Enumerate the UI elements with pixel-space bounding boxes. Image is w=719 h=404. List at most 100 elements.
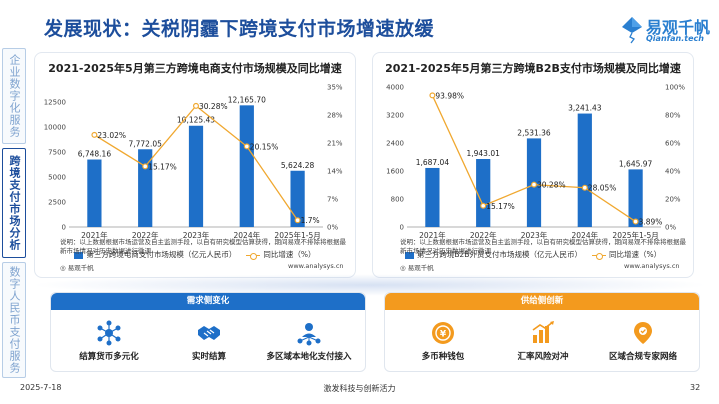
- chart-risk-icon: [532, 321, 554, 343]
- y-tick-label: 5000: [48, 174, 66, 182]
- chart-note: 说明：以上数据根据市场运营及自主监测手段，以自有研究模型估算获得，期间易观不排除…: [400, 238, 686, 255]
- chart-title: 2021-2025年5月第三方跨境电商支付市场规模及同比增速: [48, 62, 342, 75]
- brand-logo: 易观千帆 Qianfan.tech: [620, 13, 710, 47]
- y2-tick-label: 14%: [327, 168, 343, 176]
- svg-text:¥: ¥: [440, 330, 447, 340]
- growth-point: [243, 143, 250, 150]
- legend-line-swatch: [246, 252, 261, 260]
- growth-point: [480, 202, 487, 209]
- divider-glow: [30, 274, 710, 296]
- x-tick-label: 2025年1-5月: [612, 230, 658, 240]
- y2-tick-label: 21%: [327, 140, 343, 148]
- bar-value-label: 5,624.28: [281, 161, 315, 170]
- growth-value-label: 20.15%: [250, 142, 279, 151]
- bar-value-label: 10,125.43: [177, 116, 215, 125]
- brand-name: 易观千帆: [646, 18, 711, 37]
- y-tick-label: 0: [400, 224, 404, 232]
- demand-item: 实时结算: [159, 320, 259, 362]
- growth-value-label: 1.7%: [301, 216, 320, 225]
- demand-item-label: 实时结算: [191, 352, 226, 362]
- x-tick-label: 2021年: [419, 230, 446, 240]
- y2-tick-label: 60%: [665, 140, 681, 148]
- x-tick-label: 2025年1-5月: [274, 230, 320, 240]
- bar: [138, 149, 153, 227]
- sidebar-item-enterprise-digital[interactable]: 企业数字化服务: [2, 48, 26, 144]
- growth-value-label: 28.05%: [588, 184, 617, 193]
- growth-value-label: 23.02%: [97, 131, 126, 140]
- supply-item: ¥ 多币种钱包: [393, 320, 493, 362]
- source-logo: ◎ 易观千帆: [400, 264, 434, 272]
- legend-bar-label: 第三方跨境电商支付市场规模（亿元人民币）: [86, 250, 237, 259]
- bar-value-label: 1,943.01: [466, 149, 500, 158]
- y2-tick-label: 0%: [327, 224, 338, 232]
- bar: [188, 125, 204, 227]
- page-number: 32: [690, 383, 701, 392]
- kite-logo-icon: [622, 17, 642, 44]
- supply-item-label: 区域合规专家网络: [608, 352, 677, 362]
- brand-subtitle: Qianfan.tech: [646, 34, 704, 43]
- demand-item: 多区域本地化支付接入: [259, 320, 359, 362]
- handshake-icon: [198, 326, 220, 340]
- x-tick-label: 2023年: [183, 230, 210, 240]
- y-tick-label: 3200: [386, 112, 404, 120]
- demand-card-title: 需求侧变化: [51, 293, 365, 310]
- sidebar-item-label: 数字人民币支付服务: [8, 266, 21, 374]
- demand-item-label: 结算货币多元化: [79, 352, 139, 362]
- b2b-chart: 0 800 1600 2400 3200 4000 0% 20% 40% 60% 80% 100% 1,…: [386, 84, 685, 241]
- sidebar-item-cross-border-payment[interactable]: 跨境支付市场分析: [2, 148, 26, 258]
- growth-value-label: 15.17%: [148, 162, 177, 171]
- y2-tick-label: 40%: [665, 168, 681, 176]
- growth-value-label: 30.28%: [537, 181, 566, 190]
- supply-item: 汇率风险对冲: [493, 320, 593, 362]
- y2-tick-label: 100%: [665, 84, 685, 92]
- x-tick-label: 2023年: [521, 230, 548, 240]
- footer-slogan: 激发科技与创新活力: [323, 384, 396, 393]
- bar: [290, 170, 305, 227]
- source-url[interactable]: www.analysys.cn: [624, 262, 680, 270]
- x-tick-label: 2024年: [234, 230, 261, 240]
- demand-item-label: 多区域本地化支付接入: [266, 352, 352, 362]
- people-network-icon: [297, 323, 321, 346]
- bar-value-label: 7,772.05: [128, 139, 162, 148]
- y-tick-label: 12500: [44, 99, 66, 107]
- supply-item: 区域合规专家网络: [593, 320, 693, 362]
- source-logo: ◎ 易观千帆: [60, 264, 94, 272]
- demand-card: 需求侧变化 结算货币多元化 实时结算 多区域本地化支付接入: [50, 292, 366, 372]
- bar-value-label: 12,165.70: [228, 95, 266, 104]
- legend-bar-swatch: [74, 251, 84, 259]
- bar-value-label: 6,748.16: [78, 150, 112, 159]
- chart-panel-ecommerce: 2021-2025年5月第三方跨境电商支付市场规模及同比增速 0 2500 5000…: [34, 52, 356, 278]
- growth-point: [142, 163, 149, 170]
- footer-date: 2025-7-18: [20, 383, 62, 392]
- sidebar: 企业数字化服务 跨境支付市场分析 数字人民币支付服务: [0, 48, 28, 378]
- bar: [87, 159, 102, 227]
- y2-tick-label: 35%: [327, 84, 343, 92]
- growth-point: [531, 181, 538, 188]
- sidebar-item-digital-rmb[interactable]: 数字人民币支付服务: [2, 262, 26, 378]
- sidebar-item-label: 企业数字化服务: [8, 54, 21, 138]
- legend-line-label: 同比增速（%）: [263, 250, 316, 259]
- supply-card: 供给侧创新 ¥ 多币种钱包 汇率风险对冲 区域合规专家网络: [384, 292, 700, 372]
- chart-panel-b2b: 2021-2025年5月第三方跨境B2B支付市场规模及同比增速 0 800 1600…: [372, 52, 694, 278]
- coin-wallet-icon: ¥: [432, 322, 454, 344]
- growth-point: [581, 184, 588, 191]
- y-tick-label: 0: [62, 224, 66, 232]
- y-tick-label: 2500: [48, 199, 66, 207]
- chart-note: 说明：以上数据根据市场运营及自主监测手段，以自有研究模型估算获得，期间易观不排除…: [60, 238, 346, 255]
- y2-tick-label: 20%: [665, 196, 681, 204]
- legend-bar-label: 第三方跨境B2B外贸支付市场规模（亿元人民币）: [416, 250, 582, 259]
- y-tick-label: 2400: [386, 140, 404, 148]
- ecommerce-chart: 0 2500 5000 7500 10000 12500 0% 7% 14% 21% 28% 35% 6…: [44, 84, 343, 241]
- growth-point: [429, 92, 436, 99]
- y-tick-label: 1600: [386, 168, 404, 176]
- growth-value-label: 93.98%: [435, 91, 464, 100]
- x-tick-label: 2022年: [470, 230, 497, 240]
- growth-value-label: 3.89%: [639, 218, 663, 227]
- growth-value-label: 15.17%: [486, 202, 515, 211]
- y2-tick-label: 7%: [327, 196, 338, 204]
- source-url[interactable]: www.analysys.cn: [288, 262, 344, 270]
- supply-item-label: 多币种钱包: [421, 352, 465, 362]
- sidebar-item-label: 跨境支付市场分析: [8, 155, 21, 251]
- y-tick-label: 7500: [48, 149, 66, 157]
- growth-point: [91, 131, 98, 138]
